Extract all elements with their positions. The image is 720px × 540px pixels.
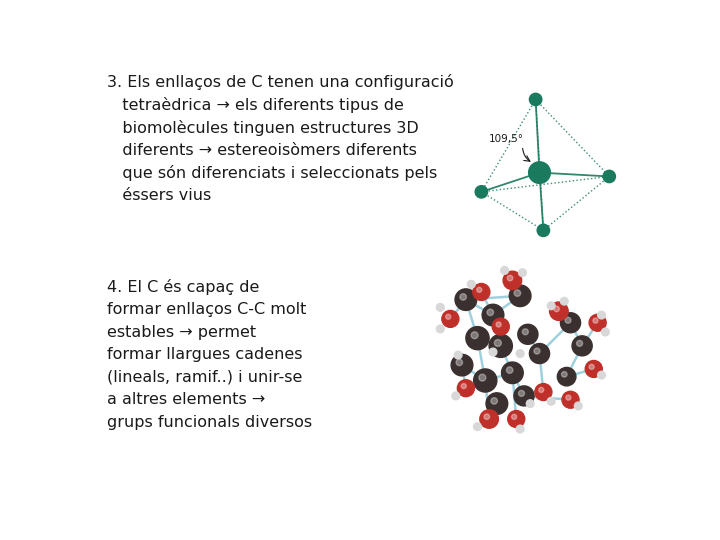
Circle shape — [467, 280, 475, 288]
Circle shape — [514, 386, 534, 406]
Circle shape — [565, 317, 571, 323]
Circle shape — [508, 275, 513, 281]
Circle shape — [462, 383, 467, 389]
Circle shape — [535, 383, 552, 401]
Circle shape — [516, 350, 524, 357]
Circle shape — [495, 340, 501, 347]
Circle shape — [598, 372, 606, 379]
Text: 3. Els enllaços de C tenen una configuració
   tetraèdrica → els diferents tipus: 3. Els enllaços de C tenen una configura… — [107, 74, 454, 202]
Circle shape — [522, 329, 528, 335]
Circle shape — [452, 392, 459, 400]
Circle shape — [534, 348, 540, 354]
Circle shape — [518, 325, 538, 345]
Circle shape — [496, 322, 501, 327]
Circle shape — [537, 224, 549, 237]
Circle shape — [492, 318, 509, 335]
Circle shape — [477, 287, 482, 292]
Circle shape — [454, 351, 462, 359]
Circle shape — [484, 414, 490, 420]
Circle shape — [455, 289, 477, 310]
Circle shape — [514, 290, 521, 296]
Circle shape — [508, 410, 525, 428]
Circle shape — [436, 303, 444, 311]
Circle shape — [516, 425, 524, 433]
Circle shape — [451, 354, 473, 376]
Circle shape — [575, 402, 582, 410]
Circle shape — [480, 410, 498, 428]
Circle shape — [526, 400, 534, 408]
Circle shape — [446, 314, 451, 319]
Circle shape — [436, 325, 444, 333]
Circle shape — [589, 364, 594, 369]
Circle shape — [572, 336, 593, 356]
Circle shape — [502, 362, 523, 383]
Circle shape — [473, 284, 490, 300]
Circle shape — [489, 348, 497, 356]
Circle shape — [509, 285, 531, 307]
Circle shape — [466, 327, 489, 350]
Circle shape — [603, 170, 616, 183]
Circle shape — [487, 309, 493, 315]
Circle shape — [539, 387, 544, 393]
Circle shape — [456, 359, 462, 366]
Circle shape — [547, 397, 555, 405]
Circle shape — [549, 302, 568, 320]
Circle shape — [577, 340, 582, 346]
Text: 109,5°: 109,5° — [489, 134, 524, 144]
Circle shape — [489, 334, 513, 357]
Circle shape — [562, 372, 567, 377]
Circle shape — [475, 186, 487, 198]
Circle shape — [598, 311, 606, 319]
Circle shape — [585, 361, 602, 377]
Circle shape — [518, 269, 526, 276]
Circle shape — [547, 302, 555, 309]
Circle shape — [529, 93, 542, 106]
Circle shape — [460, 294, 467, 300]
Circle shape — [557, 367, 576, 386]
Circle shape — [528, 162, 550, 184]
Circle shape — [560, 298, 568, 305]
Circle shape — [474, 423, 482, 430]
Circle shape — [474, 369, 497, 392]
Circle shape — [486, 393, 508, 414]
Circle shape — [589, 314, 606, 331]
Circle shape — [529, 343, 549, 363]
Circle shape — [500, 267, 508, 274]
Circle shape — [503, 271, 522, 289]
Circle shape — [518, 390, 524, 396]
Circle shape — [554, 306, 559, 312]
Circle shape — [482, 304, 504, 326]
Circle shape — [457, 380, 474, 397]
Circle shape — [566, 395, 571, 400]
Text: 4. El C és capaç de
formar enllaços C-C molt
estables → permet
formar llargues c: 4. El C és capaç de formar enllaços C-C … — [107, 279, 312, 429]
Circle shape — [601, 328, 609, 336]
Circle shape — [560, 313, 580, 333]
Circle shape — [479, 374, 486, 381]
Circle shape — [593, 318, 598, 323]
Circle shape — [562, 392, 579, 408]
Circle shape — [491, 397, 498, 404]
Circle shape — [471, 332, 478, 339]
Circle shape — [442, 310, 459, 327]
Circle shape — [512, 414, 517, 420]
Circle shape — [506, 367, 513, 373]
